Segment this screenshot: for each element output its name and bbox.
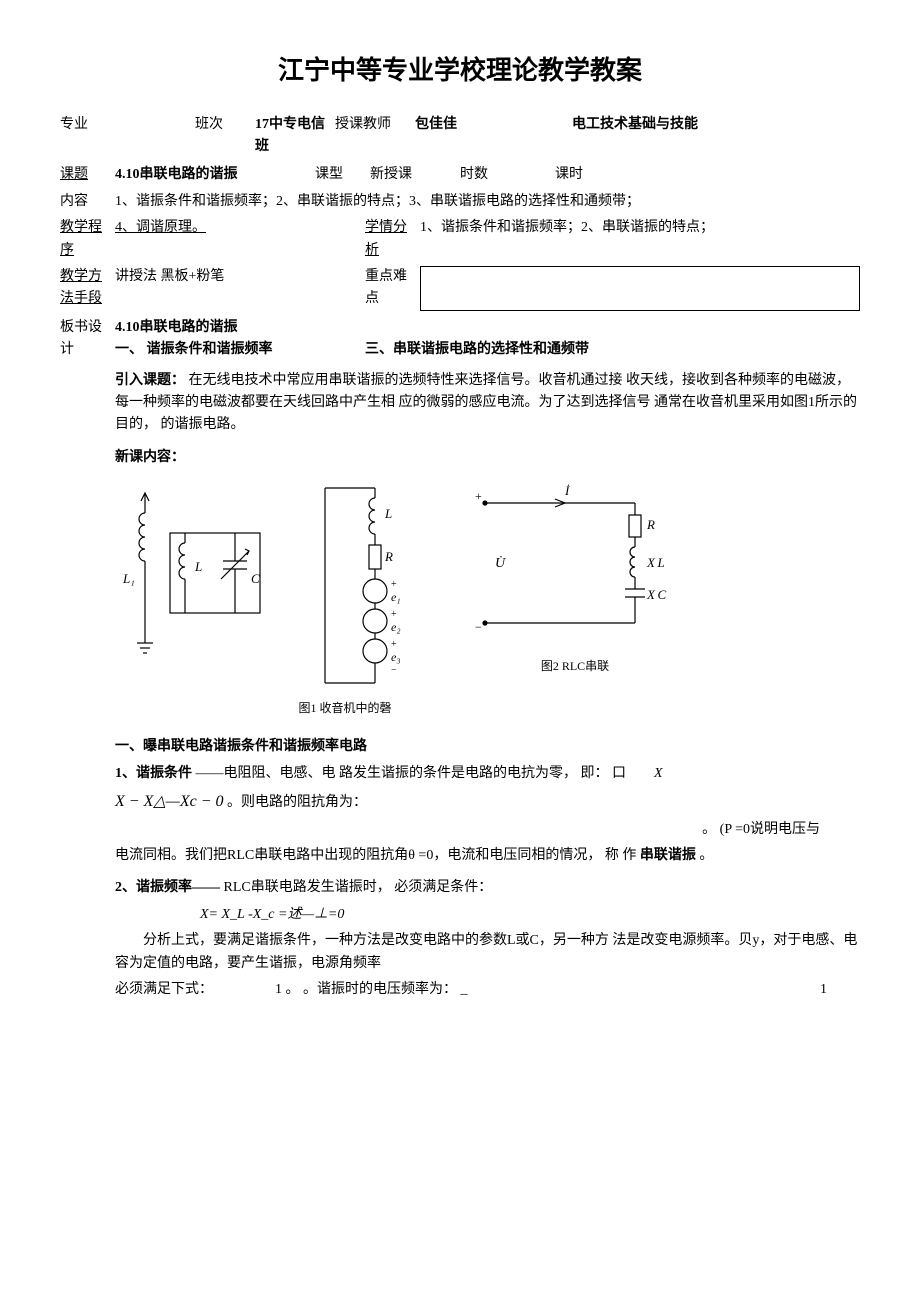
svg-text:+: + bbox=[391, 579, 397, 590]
sec2-p1-lead: 2、谐振频率—— bbox=[115, 880, 220, 895]
fig1m-e3-label: e₃ bbox=[391, 650, 401, 664]
section-1-title: 一、曝串联电路谐振条件和谐振频率电路 bbox=[115, 736, 860, 758]
figure-1-caption: 图1 收音机中的磬 bbox=[285, 699, 405, 718]
proc-text: 4、调谐原理。 bbox=[115, 217, 206, 262]
topic-value: 4.10串联电路的谐振 bbox=[115, 164, 315, 186]
fig1-l-label: L bbox=[194, 559, 202, 574]
proc-analysis-row: 教学程序 4、调谐原理。 学情分析 1、谐振条件和谐振频率；2、串联谐振的特点； bbox=[60, 217, 860, 262]
sec1-p1: 1、谐振条件 ——电阻阻、电感、电 路发生谐振的条件是电路的电抗为零， 即： 口… bbox=[115, 763, 860, 785]
svg-text:−: − bbox=[475, 620, 482, 634]
topic-label: 课题 bbox=[60, 164, 115, 186]
type-label: 课型 bbox=[315, 164, 370, 186]
fig1m-e2-label: e₂ bbox=[391, 620, 401, 634]
sec1-p2-a: 电流同相。我们把RLC串联电路中出现的阻抗角θ =0，电流和电压同相的情况， 称… bbox=[115, 848, 636, 863]
type-value: 新授课 bbox=[370, 164, 460, 186]
fig2-r-label: R bbox=[646, 517, 655, 532]
teacher-label: 授课教师 bbox=[335, 112, 415, 161]
sec2-eq: X= X_L -X_c =述—⊥=0 bbox=[200, 904, 860, 926]
key-label: 重点难点 bbox=[365, 266, 420, 311]
hours-value bbox=[515, 164, 555, 186]
method-label: 教学方法手段 bbox=[60, 266, 115, 311]
sec1-eq-main: X − X△—Xc − 0 bbox=[115, 793, 224, 810]
figure-1-left: L₁ L C bbox=[115, 483, 275, 663]
fig2-i-label: İ bbox=[564, 483, 570, 498]
figure-2-caption: 图2 RLC串联 bbox=[465, 657, 685, 676]
svg-text:+: + bbox=[391, 639, 397, 650]
class-value: 17中专电信班 bbox=[255, 112, 335, 161]
fig1m-r-label: R bbox=[384, 549, 393, 564]
proc-label: 教学程序 bbox=[60, 217, 115, 262]
content-text: 1、谐振条件和谐振频率；2、串联谐振的特点；3、串联谐振电路的选择性和通频带； bbox=[115, 191, 860, 213]
sec1-eq-pre: 即： 口 bbox=[581, 766, 627, 781]
fig1-l1-label: L₁ bbox=[122, 571, 135, 586]
method-text: 讲授法 黑板+粉笔 bbox=[115, 266, 224, 311]
fig2-xl-label: X L bbox=[646, 555, 665, 570]
hours-unit: 课时 bbox=[555, 164, 610, 186]
board-col-a: 一、 谐振条件和谐振频率 bbox=[115, 339, 365, 361]
method-key-row: 教学方法手段 讲授法 黑板+粉笔 重点难点 bbox=[60, 266, 860, 311]
analysis-text: 1、谐振条件和谐振频率；2、串联谐振的特点； bbox=[420, 217, 714, 262]
key-box bbox=[420, 266, 860, 311]
sec2-p1-b: RLC串联电路发生谐振时， 必须满足条件： bbox=[224, 880, 493, 895]
header-row: 专业 班次 17中专电信班 授课教师 包佳佳 电工技术基础与技能 bbox=[60, 112, 860, 161]
sec2-p3b: 1 。 。谐振时的电压频率为： _ bbox=[275, 979, 820, 1001]
sec2-p2: 分析上式，要满足谐振条件，一种方法是改变电路中的参数L或C，另一种方 法是改变电… bbox=[115, 930, 860, 975]
sec1-p2-b: 串联谐振 bbox=[640, 848, 696, 863]
intro-lead: 引入课题： bbox=[115, 373, 185, 388]
content-label: 内容 bbox=[60, 191, 115, 213]
fig1m-e1-label: e₁ bbox=[391, 590, 401, 604]
fig1-c-label: C bbox=[251, 571, 260, 586]
sec1-p1-lead: 1、谐振条件 bbox=[115, 766, 192, 781]
hours-label: 时数 bbox=[460, 164, 515, 186]
board-label: 板书设计 bbox=[60, 317, 115, 362]
major-value bbox=[115, 112, 195, 161]
fig1m-l-label: L bbox=[384, 506, 392, 521]
intro-body: 在无线电技术中常应用串联谐振的选频特性来选择信号。收音机通过接 收天线，接收到各… bbox=[115, 373, 857, 433]
sec2-p3c: 1 bbox=[820, 979, 860, 1001]
sec1-p1-c: 路发生谐振的条件是电路的电抗为零， bbox=[339, 766, 577, 781]
sec1-p2: 电流同相。我们把RLC串联电路中出现的阻抗角θ =0，电流和电压同相的情况， 称… bbox=[115, 845, 860, 867]
analysis-label: 学情分析 bbox=[365, 217, 420, 262]
figure-2: + İ R X L X C − bbox=[465, 483, 685, 676]
sec1-p2-c: 。 bbox=[699, 848, 713, 863]
sec1-p1-b: ——电阻阻、电感、电 bbox=[196, 766, 336, 781]
figures-row: L₁ L C bbox=[115, 483, 860, 722]
class-label: 班次 bbox=[195, 112, 255, 161]
board-line1: 4.10串联电路的谐振 bbox=[115, 317, 860, 339]
sec1-note-right: 。 (P =0说明电压与 bbox=[115, 819, 860, 841]
sec2-p1: 2、谐振频率—— RLC串联电路发生谐振时， 必须满足条件： bbox=[115, 877, 860, 899]
svg-text:+: + bbox=[391, 609, 397, 620]
major-label: 专业 bbox=[60, 112, 115, 161]
fig2-xc-label: X C bbox=[646, 587, 667, 602]
sec1-eqline: X − X△—Xc − 0 。则电路的阻抗角为： bbox=[115, 789, 860, 815]
svg-text:−: − bbox=[391, 665, 397, 676]
fig2-u-label: U̇ bbox=[495, 555, 506, 571]
course-value: 电工技术基础与技能 bbox=[545, 112, 725, 161]
svg-text:+: + bbox=[475, 489, 482, 503]
teacher-value: 包佳佳 bbox=[415, 112, 545, 161]
new-content-heading: 新课内容： bbox=[115, 447, 860, 469]
board-col-b: 三、串联谐振电路的选择性和通频带 bbox=[365, 339, 860, 361]
sec1-eq-post: 。则电路的阻抗角为： bbox=[227, 795, 367, 810]
intro-paragraph: 引入课题： 在无线电技术中常应用串联谐振的选频特性来选择信号。收音机通过接 收天… bbox=[115, 370, 860, 437]
topic-row: 课题 4.10串联电路的谐振 课型 新授课 时数 课时 bbox=[60, 164, 860, 186]
board-design-row: 板书设计 4.10串联电路的谐振 一、 谐振条件和谐振频率 三、串联谐振电路的选… bbox=[60, 317, 860, 362]
content-row: 内容 1、谐振条件和谐振频率；2、串联谐振的特点；3、串联谐振电路的选择性和通频… bbox=[60, 191, 860, 213]
figure-1-mid: L R + e₁ + e₂ + e₃ − bbox=[285, 483, 405, 722]
sec1-eq-x: X bbox=[654, 766, 663, 781]
page-title: 江宁中等专业学校理论教学教案 bbox=[60, 50, 860, 92]
sec2-p3a: 必须满足下式： bbox=[115, 979, 275, 1001]
sec2-p3: 必须满足下式： 1 。 。谐振时的电压频率为： _ 1 bbox=[115, 979, 860, 1001]
